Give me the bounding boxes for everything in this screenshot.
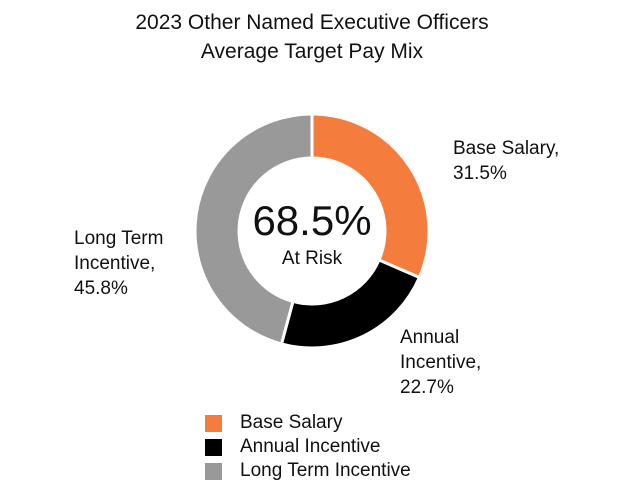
chart-subtitle: Average Target Pay Mix: [200, 40, 424, 63]
legend-label: Base Salary: [240, 412, 343, 433]
legend-label: Annual Incentive: [240, 436, 381, 457]
donut-slice-base-salary: [310, 112, 431, 280]
legend-item: Long Term Incentive: [205, 459, 411, 483]
legend-swatch-long-term-incentive: [205, 462, 222, 480]
slice-label-base-salary-value: 31.5%: [453, 163, 507, 184]
slice-label-long-term-incentive-name-2: Incentive,: [74, 253, 156, 274]
legend: Base Salary Annual Incentive Long Term I…: [205, 411, 411, 483]
legend-swatch-base-salary: [205, 414, 222, 432]
slice-label-long-term-incentive: Long Term Incentive, 45.8%: [74, 226, 163, 301]
slice-label-annual-incentive-value: 22.7%: [400, 377, 454, 398]
slice-label-base-salary-name: Base Salary,: [453, 138, 560, 159]
center-value: 68.5%: [252, 197, 372, 244]
legend-item: Annual Incentive: [205, 435, 411, 459]
chart-title: 2023 Other Named Executive Officers: [135, 11, 489, 34]
slice-label-annual-incentive-name-1: Annual: [400, 327, 460, 348]
slice-label-annual-incentive: Annual Incentive, 22.7%: [400, 325, 481, 400]
donut-slice-long-term-incentive: [193, 112, 314, 346]
slice-label-annual-incentive-name-2: Incentive,: [400, 352, 482, 373]
slice-label-base-salary: Base Salary, 31.5%: [453, 136, 559, 186]
center-label: At Risk: [281, 248, 343, 269]
legend-swatch-annual-incentive: [205, 438, 222, 456]
legend-item: Base Salary: [205, 411, 411, 435]
slice-label-long-term-incentive-value: 45.8%: [74, 278, 128, 299]
donut-slice-annual-incentive: [279, 258, 422, 350]
slice-label-long-term-incentive-name-1: Long Term: [74, 228, 164, 249]
legend-label: Long Term Incentive: [240, 460, 411, 481]
